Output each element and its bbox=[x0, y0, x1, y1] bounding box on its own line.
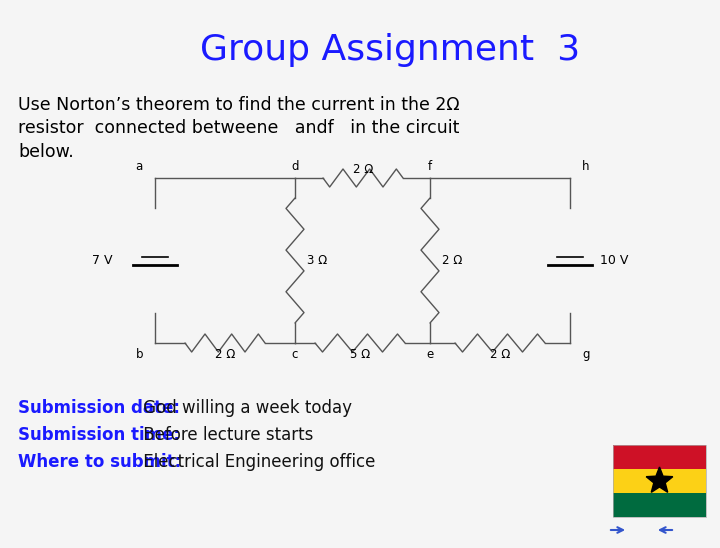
Polygon shape bbox=[646, 467, 672, 492]
Text: 2 Ω: 2 Ω bbox=[353, 163, 373, 176]
Text: resistor  connected between​e   and​f   in the circuit: resistor connected between​e and​f in th… bbox=[18, 119, 459, 137]
Text: Before lecture starts: Before lecture starts bbox=[138, 426, 313, 444]
Text: h: h bbox=[582, 160, 590, 173]
Text: Use Norton’s theorem to find the current in the 2Ω: Use Norton’s theorem to find the current… bbox=[18, 96, 459, 114]
Text: 2 Ω: 2 Ω bbox=[442, 254, 462, 267]
Text: 2 Ω: 2 Ω bbox=[215, 348, 235, 361]
Text: 10 V: 10 V bbox=[600, 254, 629, 267]
Text: 7 V: 7 V bbox=[92, 254, 113, 267]
Text: a: a bbox=[136, 160, 143, 173]
Bar bbox=[613, 493, 706, 517]
Text: 2 Ω: 2 Ω bbox=[490, 348, 510, 361]
Text: Submission date:: Submission date: bbox=[18, 399, 180, 417]
Text: God willing a week today: God willing a week today bbox=[138, 399, 352, 417]
Text: 5 Ω: 5 Ω bbox=[350, 348, 370, 361]
Text: b: b bbox=[135, 348, 143, 361]
Bar bbox=[613, 445, 706, 517]
Text: e: e bbox=[426, 348, 433, 361]
Text: Electrical Engineering office: Electrical Engineering office bbox=[138, 453, 375, 471]
Text: Group Assignment  3: Group Assignment 3 bbox=[200, 33, 580, 67]
Text: Submission time:: Submission time: bbox=[18, 426, 180, 444]
Text: f: f bbox=[428, 160, 432, 173]
Text: g: g bbox=[582, 348, 590, 361]
Bar bbox=[613, 445, 706, 469]
Text: below.: below. bbox=[18, 143, 73, 161]
Text: d: d bbox=[292, 160, 299, 173]
Bar bbox=[613, 469, 706, 493]
Text: 3 Ω: 3 Ω bbox=[307, 254, 328, 267]
Text: Where to submit:: Where to submit: bbox=[18, 453, 181, 471]
Text: c: c bbox=[292, 348, 298, 361]
